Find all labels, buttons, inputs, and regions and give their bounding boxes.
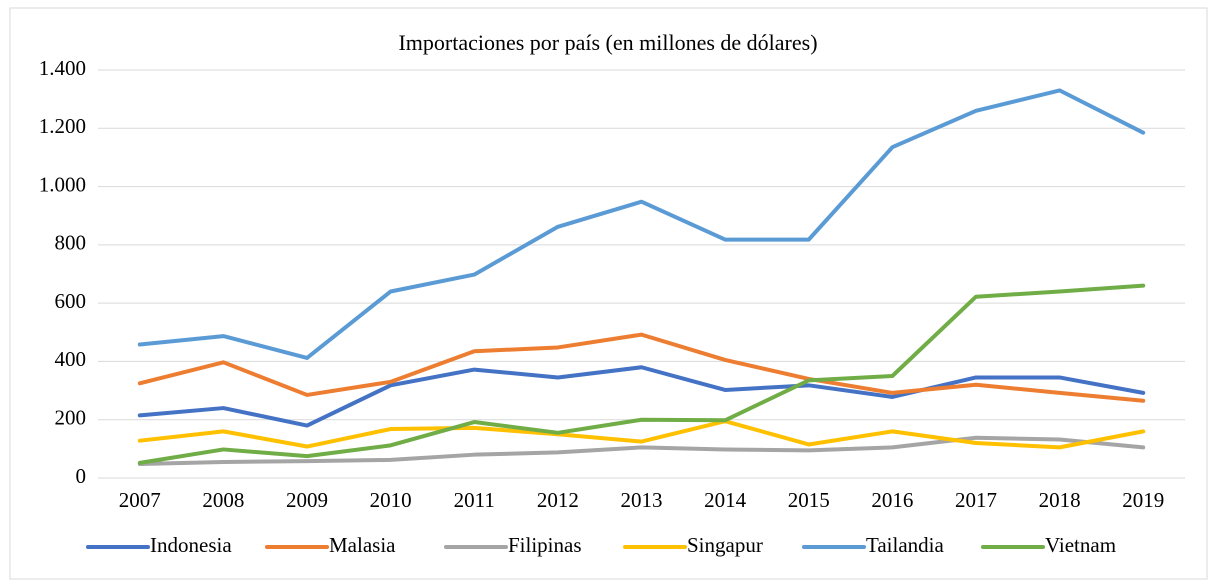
x-tick-label: 2012: [537, 488, 579, 512]
series-line: [137, 419, 1146, 450]
y-tick-label: 800: [55, 231, 87, 255]
x-tick-label: 2018: [1039, 488, 1081, 512]
series-line: [137, 283, 1146, 465]
x-tick-label: 2017: [955, 488, 997, 512]
chart-title: Importaciones por país (en millones de d…: [398, 30, 817, 55]
legend-label: Filipinas: [508, 533, 582, 557]
x-tick-label: 2014: [704, 488, 747, 512]
x-tick-label: 2013: [621, 488, 663, 512]
x-tick-label: 2007: [119, 488, 161, 512]
x-tick-label: 2008: [202, 488, 244, 512]
x-tick-label: 2010: [370, 488, 412, 512]
x-tick-label: 2016: [871, 488, 913, 512]
legend-label: Singapur: [687, 533, 763, 557]
series-line: [137, 365, 1146, 428]
series-line: [137, 435, 1146, 467]
series-line: [137, 88, 1146, 360]
y-tick-label: 1.000: [39, 172, 86, 196]
legend-label: Indonesia: [150, 533, 232, 557]
x-tick-label: 2019: [1122, 488, 1164, 512]
legend-label: Vietnam: [1045, 533, 1116, 557]
x-tick-label: 2009: [286, 488, 328, 512]
y-tick-label: 1.200: [39, 114, 86, 138]
y-tick-label: 600: [55, 289, 87, 313]
legend-label: Tailandia: [866, 533, 945, 557]
legend-label: Malasia: [329, 533, 396, 557]
y-tick-label: 200: [55, 406, 87, 430]
x-tick-label: 2015: [788, 488, 830, 512]
series-line: [137, 332, 1146, 403]
y-tick-label: 0: [76, 464, 87, 488]
y-tick-label: 1.400: [39, 56, 86, 80]
y-tick-label: 400: [55, 347, 87, 371]
x-tick-label: 2011: [454, 488, 495, 512]
